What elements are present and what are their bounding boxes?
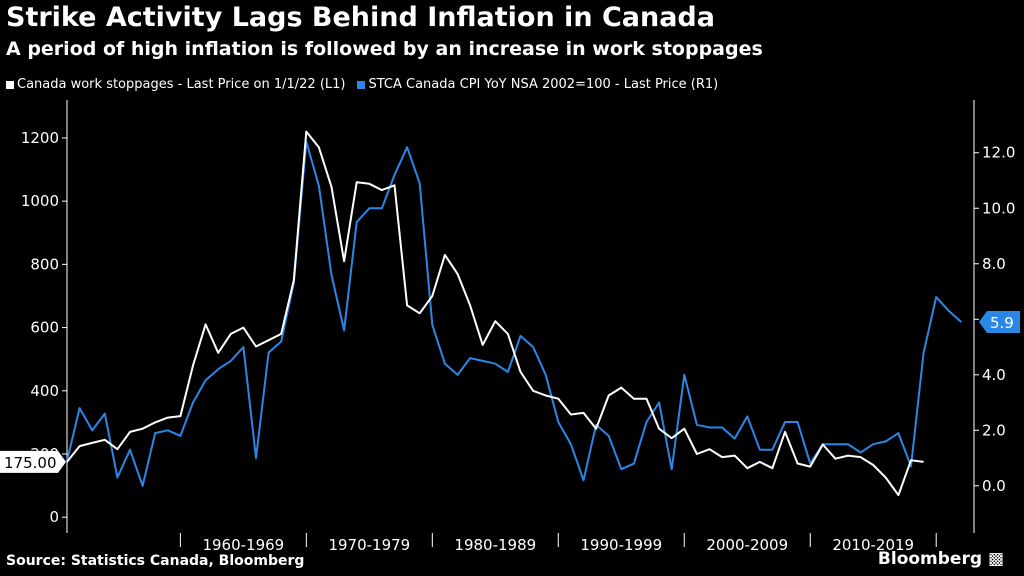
left-tick-label: 1000 [21, 192, 59, 210]
x-axis-ticks: 1960-1969 1970-1979 1980-1989 1990-1999 2000… [179, 533, 937, 554]
series-line-cpi [66, 140, 963, 487]
series-line-work-stoppages [66, 130, 924, 497]
brand-text: Bloomberg [877, 549, 983, 569]
legend-swatch-white [6, 80, 14, 89]
left-value-label: 175.00 [4, 454, 57, 472]
x-tick-label: 1990-1999 [580, 536, 662, 554]
right-tick-label: 10.0 [982, 199, 1015, 217]
left-tick-label: 600 [30, 319, 59, 337]
legend-item-work-stoppages: Canada work stoppages - Last Price on 1/… [6, 77, 345, 92]
right-value-label-box [979, 311, 1020, 334]
right-tick-label: 2.0 [982, 421, 1006, 439]
x-tick-label: 2010-2019 [832, 536, 914, 554]
left-axis-ticks: 020040060080010001200 [21, 129, 67, 526]
legend-item-cpi: STCA Canada CPI YoY NSA 2002=100 - Last … [357, 77, 718, 92]
chart-title: Strike Activity Lags Behind Inflation in… [6, 2, 715, 33]
left-tick-label: 1200 [21, 129, 59, 147]
right-tick-label: 8.0 [982, 255, 1006, 273]
chart-axes [66, 100, 975, 533]
right-value-label: 5.9 [990, 314, 1014, 332]
bloomberg-bars-icon: ▩ [987, 549, 1004, 569]
last-value-labels: 175.00 5.9 [0, 311, 1020, 473]
source-note: Source: Statistics Canada, Bloomberg [6, 553, 305, 569]
right-tick-label: 0.0 [982, 477, 1006, 495]
series-lines [66, 130, 963, 497]
x-tick-label: 1960-1969 [202, 536, 284, 554]
x-tick-label: 2000-2009 [706, 536, 788, 554]
brand-logo: Bloomberg ▩ [878, 549, 1004, 569]
left-value-label-box [0, 450, 58, 473]
left-value-label-pointer [58, 450, 66, 473]
chart-subtitle: A period of high inflation is followed b… [6, 38, 763, 60]
right-tick-label: 4.0 [982, 366, 1006, 384]
left-tick-label: 0 [49, 508, 59, 526]
legend-label-work-stoppages: Canada work stoppages - Last Price on 1/… [17, 77, 346, 92]
right-tick-label: 12.0 [982, 144, 1015, 162]
left-tick-label: 800 [30, 255, 59, 273]
legend: Canada work stoppages - Last Price on 1/… [6, 77, 730, 92]
x-tick-label: 1980-1989 [454, 536, 536, 554]
x-tick-label: 1970-1979 [328, 536, 410, 554]
legend-swatch-blue [357, 80, 366, 89]
left-tick-label: 400 [30, 382, 59, 400]
legend-label-cpi: STCA Canada CPI YoY NSA 2002=100 - Last … [368, 77, 719, 92]
